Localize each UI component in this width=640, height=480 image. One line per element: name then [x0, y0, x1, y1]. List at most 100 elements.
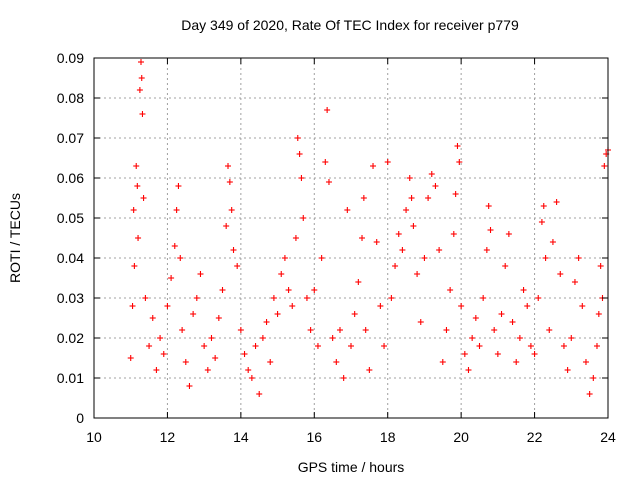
data-point	[329, 335, 336, 341]
data-point	[230, 247, 237, 253]
data-point	[546, 327, 553, 333]
y-axis-label: ROTI / TECUs	[7, 193, 23, 283]
data-point	[465, 367, 472, 373]
data-point	[204, 367, 211, 373]
data-point	[487, 227, 494, 233]
data-point	[524, 303, 531, 309]
data-point	[549, 239, 556, 245]
data-point	[219, 287, 226, 293]
data-point	[456, 159, 463, 165]
data-point	[425, 195, 432, 201]
data-point	[381, 343, 388, 349]
data-point	[538, 219, 545, 225]
y-tick-label: 0	[76, 410, 84, 426]
data-points	[127, 59, 611, 397]
data-point	[505, 231, 512, 237]
data-point	[535, 295, 542, 301]
data-point	[127, 355, 134, 361]
y-tick-label: 0.09	[57, 50, 84, 66]
data-point	[228, 207, 235, 213]
data-point	[241, 351, 248, 357]
data-point	[362, 327, 369, 333]
data-point	[146, 343, 153, 349]
data-point	[476, 343, 483, 349]
data-point	[597, 263, 604, 269]
data-point	[223, 223, 230, 229]
data-point	[259, 335, 266, 341]
data-point	[142, 295, 149, 301]
y-tick-label: 0.07	[57, 130, 84, 146]
data-point	[395, 231, 402, 237]
data-point	[340, 375, 347, 381]
data-point	[593, 343, 600, 349]
data-point	[318, 255, 325, 261]
data-point	[601, 163, 608, 169]
data-point	[256, 391, 263, 397]
x-tick-label: 18	[380, 429, 396, 445]
data-point	[540, 203, 547, 209]
data-point	[575, 255, 582, 261]
data-point	[421, 255, 428, 261]
data-point	[432, 183, 439, 189]
data-point	[289, 303, 296, 309]
grid-lines	[94, 58, 608, 418]
data-point	[197, 271, 204, 277]
data-point	[443, 327, 450, 333]
x-tick-label: 22	[527, 429, 543, 445]
data-point	[360, 195, 367, 201]
data-point	[303, 295, 310, 301]
data-point	[208, 335, 215, 341]
data-point	[384, 159, 391, 165]
data-point	[177, 255, 184, 261]
data-point	[139, 111, 146, 117]
data-point	[300, 215, 307, 221]
data-point	[513, 359, 520, 365]
data-point	[322, 159, 329, 165]
data-point	[237, 327, 244, 333]
x-tick-label: 20	[453, 429, 469, 445]
data-point	[388, 295, 395, 301]
data-point	[483, 247, 490, 253]
data-point	[366, 367, 373, 373]
data-point	[509, 319, 516, 325]
data-point	[215, 315, 222, 321]
data-point	[263, 319, 270, 325]
data-point	[325, 179, 332, 185]
y-tick-label: 0.06	[57, 170, 84, 186]
data-point	[252, 343, 259, 349]
data-point	[307, 327, 314, 333]
data-point	[560, 343, 567, 349]
data-point	[168, 275, 175, 281]
data-point	[439, 359, 446, 365]
data-point	[292, 235, 299, 241]
chart-title: Day 349 of 2020, Rate Of TEC Index for r…	[181, 17, 519, 33]
data-point	[348, 343, 354, 349]
data-point	[373, 239, 380, 245]
y-tick-label: 0.03	[57, 290, 84, 306]
data-point	[212, 355, 219, 361]
y-tick-label: 0.01	[57, 370, 84, 386]
data-point	[248, 375, 255, 381]
data-point	[454, 143, 461, 149]
data-point	[355, 279, 362, 285]
data-point	[516, 335, 523, 341]
data-point	[571, 279, 578, 285]
data-point	[406, 175, 413, 181]
data-point	[234, 263, 241, 269]
data-point	[498, 311, 505, 317]
data-point	[182, 359, 189, 365]
data-point	[450, 231, 457, 237]
data-point	[414, 271, 421, 277]
data-point	[270, 295, 277, 301]
data-point	[129, 303, 136, 309]
data-point	[175, 183, 182, 189]
x-axis-label: GPS time / hours	[298, 459, 405, 475]
x-tick-label: 12	[160, 429, 176, 445]
data-point	[201, 343, 208, 349]
data-point	[351, 311, 358, 317]
data-point	[133, 163, 140, 169]
data-point	[399, 247, 406, 253]
data-point	[377, 303, 384, 309]
data-point	[403, 207, 410, 213]
data-point	[294, 135, 301, 141]
